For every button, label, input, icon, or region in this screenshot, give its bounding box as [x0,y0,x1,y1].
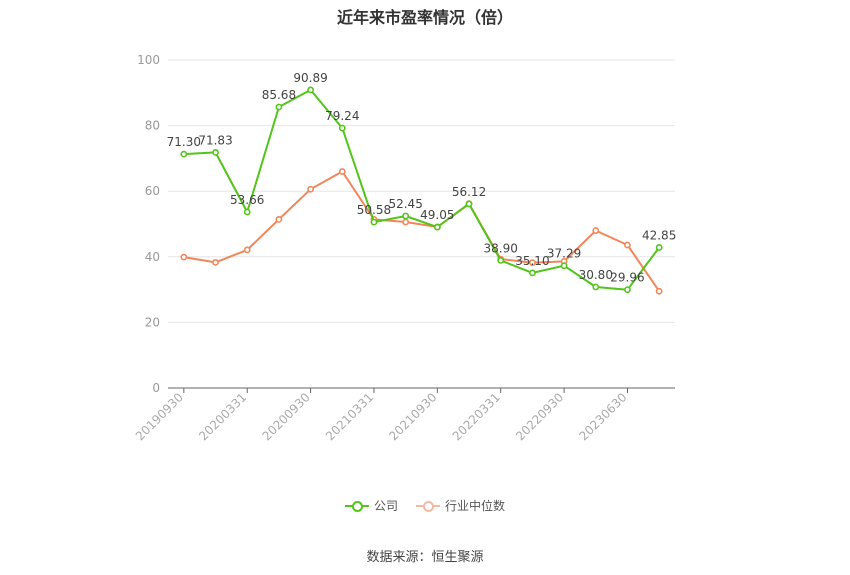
x-tick-label: 20200930 [260,390,313,443]
data-point-industry-median [180,253,188,261]
data-label: 49.05 [420,208,454,222]
data-point-company [243,208,251,216]
data-point-company [307,86,314,94]
x-tick-label: 20220331 [450,390,503,443]
y-tick-label: 20 [145,315,160,329]
data-point-company [529,269,536,277]
data-point-company [497,257,505,264]
data-point-company [212,148,219,156]
y-tick-label: 100 [137,53,160,67]
y-tick-label: 40 [145,250,160,264]
data-point-company [402,212,410,220]
data-label: 35.10 [515,254,549,268]
data-label: 79.24 [325,109,359,123]
data-point-company [624,286,631,294]
legend-item-industry-median[interactable]: 行业中位数 [416,497,505,514]
data-point-industry-median [655,287,663,295]
data-label: 53.66 [230,193,264,207]
data-point-industry-median [307,185,314,193]
data-point-company [560,262,568,270]
data-point-industry-median [212,258,219,266]
data-point-industry-median [529,259,536,267]
data-label: 52.45 [388,197,422,211]
data-source: 数据来源：恒生聚源 [366,550,484,565]
data-label: 42.85 [642,228,676,242]
data-point-industry-median [402,218,410,226]
data-point-industry-median [243,246,251,254]
data-point-company [338,124,346,132]
data-point-company [592,283,600,291]
legend-item-company[interactable]: 公司 [344,497,398,514]
data-point-company [655,244,663,251]
data-point-industry-median [592,227,600,234]
data-label: 38.90 [484,241,518,255]
legend-marker-company-icon [344,500,369,512]
data-point-industry-median [338,168,346,175]
y-tick-label: 80 [145,119,160,133]
data-label: 29.96 [610,271,644,285]
data-point-company [465,200,473,208]
series-line-industry-median [183,170,661,292]
data-point-company [433,223,441,231]
y-tick-label: 0 [152,381,160,395]
x-tick-label: 20220930 [513,390,566,443]
data-point-industry-median [624,241,631,249]
data-label: 50.58 [357,203,391,217]
data-point-company [370,218,378,226]
x-tick-label: 20200331 [196,390,249,443]
data-label: 56.12 [452,185,486,199]
chart-legend: 公司 行业中位数 [0,497,850,514]
data-point-company [275,103,283,111]
legend-label-company: 公司 [373,499,398,513]
x-tick-label: 20190930 [133,390,186,443]
data-point-company [180,150,188,158]
data-label: 90.89 [293,71,327,85]
data-label: 85.68 [262,88,296,102]
y-tick-label: 60 [145,184,160,198]
x-tick-label: 20210930 [386,390,439,443]
data-label: 37.29 [547,247,581,261]
legend-marker-industry-median-icon [416,500,440,512]
x-tick-label: 20230630 [577,390,630,443]
data-label: 30.80 [579,268,613,282]
data-label: 71.30 [167,135,201,149]
series-line-company [183,88,660,291]
data-label: 71.83 [198,133,232,147]
data-point-industry-median [275,216,283,223]
legend-label-industry-median: 行业中位数 [445,499,506,513]
chart-title: 近年来市盈率情况（倍） [336,8,513,27]
x-tick-label: 20210331 [323,390,376,443]
